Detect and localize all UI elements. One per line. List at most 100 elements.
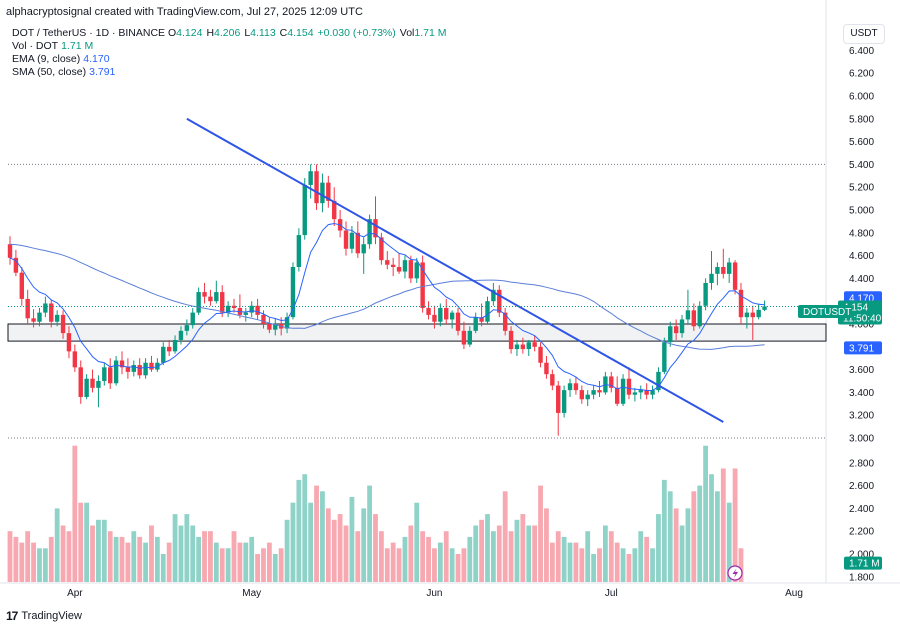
candle-body: [214, 292, 219, 302]
volume-bar: [367, 485, 372, 582]
candle-body: [267, 324, 272, 330]
candle-body: [561, 390, 567, 413]
volume-bar: [673, 508, 679, 582]
volume-bar: [408, 525, 414, 582]
candle-body: [467, 330, 473, 345]
currency-selector[interactable]: USDT: [843, 24, 885, 44]
volume-bar: [449, 548, 455, 582]
volume-bar: [709, 474, 714, 582]
candle-body: [379, 237, 384, 261]
volume-bar: [96, 519, 101, 582]
candle-body: [491, 289, 496, 302]
volume-legend[interactable]: Vol · DOT 1.71 M: [12, 40, 93, 53]
volume-bar: [532, 525, 538, 582]
price-badge-text: 11:50:40: [843, 313, 882, 324]
candle-body: [284, 317, 290, 329]
volume-bar: [213, 542, 219, 582]
trendline[interactable]: [186, 117, 724, 423]
volume-bar: [373, 514, 378, 582]
volume-bar: [432, 548, 437, 582]
candle-body: [626, 378, 632, 395]
volume-bars: [7, 445, 744, 582]
moving-averages: [9, 222, 765, 392]
candle-body: [43, 303, 48, 313]
tradingview-logo[interactable]: 17 TradingView: [6, 609, 82, 623]
candle-body: [208, 296, 213, 302]
volume-bar: [202, 531, 207, 582]
candle-body: [514, 344, 520, 350]
volume-bar: [378, 531, 384, 582]
candle-body: [261, 314, 266, 324]
volume-bar: [644, 536, 650, 582]
candle-body: [113, 360, 119, 384]
volume-bar: [249, 536, 255, 582]
price-tick-label: 3.200: [849, 411, 874, 422]
volume-bar: [154, 536, 160, 582]
alert-icon[interactable]: [727, 565, 743, 581]
volume-bar: [656, 514, 661, 582]
candle-body: [508, 330, 514, 350]
volume-bar: [278, 548, 284, 582]
volume-bar: [78, 502, 84, 582]
volume-bar: [125, 542, 131, 582]
volume-bar: [614, 542, 620, 582]
candle-body: [455, 312, 461, 331]
candle-body: [438, 308, 443, 322]
close-label: C: [279, 27, 288, 39]
candle-body: [178, 330, 184, 340]
volume-bar: [703, 445, 709, 582]
volume-bar: [255, 554, 260, 582]
candle-body: [367, 219, 372, 245]
volume-bar: [414, 502, 420, 582]
ema-legend-value: 4.170: [83, 53, 110, 65]
volume-bar: [149, 525, 154, 582]
candle-body: [72, 351, 78, 368]
support-zone-rect: [7, 323, 827, 342]
volume-bar: [650, 548, 655, 582]
volume-bar: [732, 468, 738, 582]
candle-body: [420, 262, 425, 309]
candle-body: [544, 362, 549, 375]
volume-bar: [467, 536, 473, 582]
candle-body: [662, 342, 667, 372]
volume-tick-label: 2.600: [849, 481, 874, 492]
volume-bar: [585, 531, 591, 582]
sma-legend[interactable]: SMA (50, close) 3.791: [12, 66, 115, 79]
sma-legend-value: 3.791: [89, 66, 116, 78]
volume-bar: [143, 542, 148, 582]
price-tick-label: 5.000: [849, 206, 874, 217]
volume-bar: [272, 554, 278, 582]
price-tick-label: 5.600: [849, 137, 874, 148]
volume-tick-label: 1.800: [849, 572, 874, 583]
candle-body: [137, 365, 142, 376]
price-badge-text: 4.154: [843, 302, 868, 313]
candle-body: [161, 346, 166, 363]
volume-bar: [561, 536, 567, 582]
volume-bar: [426, 536, 431, 582]
volume-bar: [685, 508, 691, 582]
volume-bar: [473, 525, 479, 582]
candle-body: [614, 387, 620, 404]
volume-bar: [461, 548, 467, 582]
volume-bar: [166, 542, 172, 582]
candle-body: [249, 305, 254, 313]
volume-bar: [691, 491, 697, 582]
candle-body: [609, 376, 614, 388]
symbol-badge-text: DOTUSDT: [803, 307, 851, 318]
candle-body: [556, 385, 561, 413]
candle-body: [131, 365, 136, 372]
dotted-levels: [8, 163, 826, 439]
volume-bar: [60, 525, 66, 582]
volume-bar: [508, 531, 514, 582]
ema-legend[interactable]: EMA (9, close) 4.170: [12, 53, 110, 66]
candle-body: [54, 314, 60, 322]
symbol-name[interactable]: DOT / TetherUS · 1D · BINANCE: [12, 27, 166, 39]
volume-bar: [485, 514, 490, 582]
price-tick-label: 4.600: [849, 251, 874, 262]
volume-bar: [42, 548, 48, 582]
candle-body: [721, 267, 726, 274]
volume-bar: [208, 531, 213, 582]
price-tick-label: 3.000: [849, 434, 874, 445]
candle-body: [255, 305, 260, 315]
